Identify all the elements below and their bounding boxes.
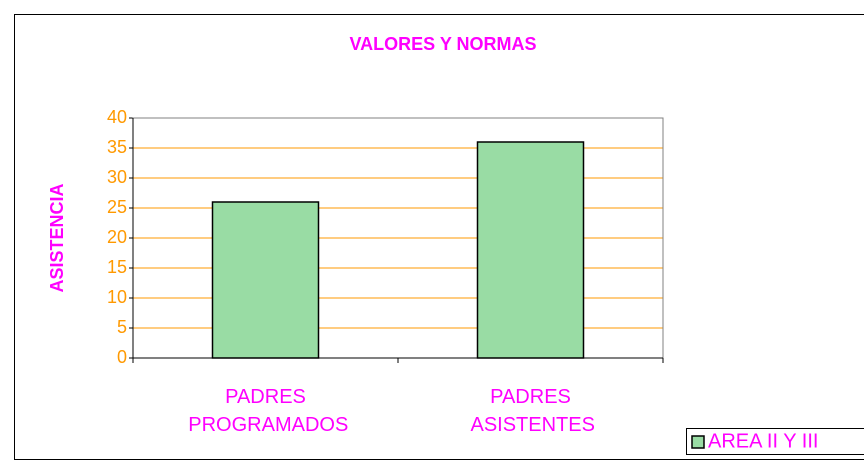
y-tick-label: 30 (107, 167, 127, 187)
y-axis-label: ASISTENCIA (47, 183, 67, 292)
y-tick-label: 25 (107, 197, 127, 217)
y-tick-label: 35 (107, 137, 127, 157)
legend-label: AREA II Y III (708, 430, 818, 452)
bar (476, 141, 585, 359)
chart-title: VALORES Y NORMAS (349, 34, 536, 54)
legend-swatch (691, 435, 705, 449)
y-tick-label: 5 (117, 317, 127, 337)
legend-box (686, 428, 864, 455)
x-tick-label: PADRES ASISTENTES (466, 386, 595, 436)
y-tick-label: 40 (107, 107, 127, 127)
bar (211, 201, 320, 359)
y-tick-label: 10 (107, 287, 127, 307)
y-tick-label: 0 (117, 347, 127, 367)
y-tick-label: 15 (107, 257, 127, 277)
y-tick-label: 20 (107, 227, 127, 247)
x-tick-label: PADRES PROGRAMADOS (183, 386, 349, 436)
